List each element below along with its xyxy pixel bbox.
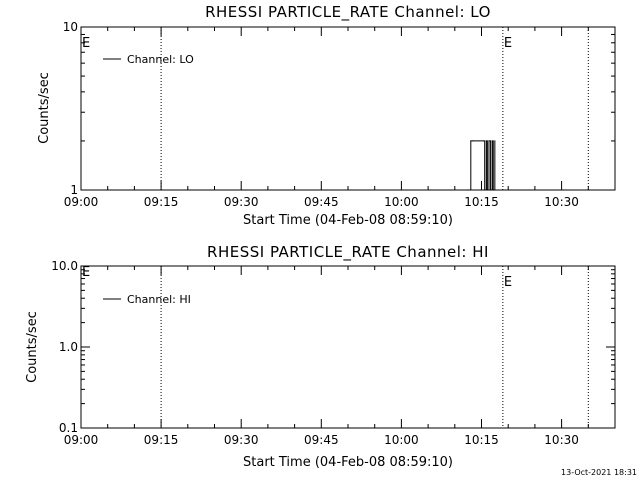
- y-tick-label: 0.1: [59, 421, 78, 435]
- data-point: [467, 189, 469, 191]
- data-point: [489, 189, 492, 191]
- event-line-label: E: [504, 36, 512, 51]
- chart-title-hi: RHESSI PARTICLE_RATE Channel: HI: [207, 243, 489, 262]
- x-tick-label: 09:45: [304, 433, 339, 447]
- x-tick-label: 09:15: [144, 433, 179, 447]
- data-point: [485, 140, 487, 142]
- y-tick-label: 10.0: [51, 259, 78, 273]
- start-marker-hi: E: [82, 265, 90, 280]
- x-tick-label: 09:30: [224, 195, 259, 209]
- data-point: [491, 140, 493, 142]
- x-ticks-lo: 09:00 09:15 09:30 09:45 10:00 10:15 10:30: [64, 27, 616, 209]
- data-point: [492, 189, 494, 191]
- event-lines-lo: E: [160, 27, 589, 190]
- x-tick-label: 09:30: [224, 433, 259, 447]
- data-point: [488, 140, 490, 142]
- x-tick-label: 09:00: [64, 433, 99, 447]
- x-tick-label: 09:00: [64, 195, 99, 209]
- x-axis-label-hi: Start Time (04-Feb-08 08:59:10): [243, 455, 453, 470]
- y-tick-label: 10: [63, 20, 78, 34]
- x-tick-label: 10:00: [384, 433, 419, 447]
- event-line-label: E: [504, 275, 512, 290]
- y-ticks-lo: 1 10: [63, 20, 615, 197]
- x-tick-label: 09:45: [304, 195, 339, 209]
- panel-lo: RHESSI PARTICLE_RATE Channel: LO 1 10 09:…: [37, 3, 616, 228]
- data-point: [472, 140, 474, 142]
- y-tick-label: 1.0: [59, 340, 78, 354]
- legend-hi: Channel: HI: [103, 293, 191, 306]
- panel-hi: RHESSI PARTICLE_RATE Channel: HI 0.1 1.0 1…: [25, 243, 616, 470]
- footer-timestamp: 13-Oct-2021 18:31: [561, 468, 637, 477]
- x-axis-label-lo: Start Time (04-Feb-08 08:59:10): [243, 213, 453, 228]
- chart-title-lo: RHESSI PARTICLE_RATE Channel: LO: [205, 3, 491, 22]
- x-tick-label: 10:00: [384, 195, 419, 209]
- data-point: [483, 140, 485, 142]
- data-point: [470, 140, 472, 142]
- data-point: [484, 189, 486, 191]
- start-marker-lo: E: [82, 36, 90, 51]
- data-point: [486, 189, 488, 191]
- x-tick-label: 10:15: [464, 433, 499, 447]
- x-tick-label: 10:30: [544, 195, 579, 209]
- y-axis-label-hi: Counts/sec: [25, 311, 40, 383]
- x-ticks-hi: 09:00 09:15 09:30 09:45 10:00 10:15 10:30: [64, 266, 616, 447]
- y-axis-label-lo: Counts/sec: [37, 72, 52, 144]
- legend-label-hi: Channel: HI: [127, 293, 191, 306]
- legend-label-lo: Channel: LO: [127, 53, 194, 66]
- data-point: [494, 140, 496, 142]
- x-tick-label: 10:30: [544, 433, 579, 447]
- x-tick-label: 10:15: [464, 195, 499, 209]
- series-lo: [467, 140, 496, 191]
- legend-lo: Channel: LO: [103, 53, 194, 66]
- y-ticks-hi: 0.1 1.0 10.0: [51, 259, 615, 435]
- event-lines-hi: E: [160, 266, 589, 428]
- x-tick-label: 09:15: [144, 195, 179, 209]
- y-tick-label: 1: [70, 183, 78, 197]
